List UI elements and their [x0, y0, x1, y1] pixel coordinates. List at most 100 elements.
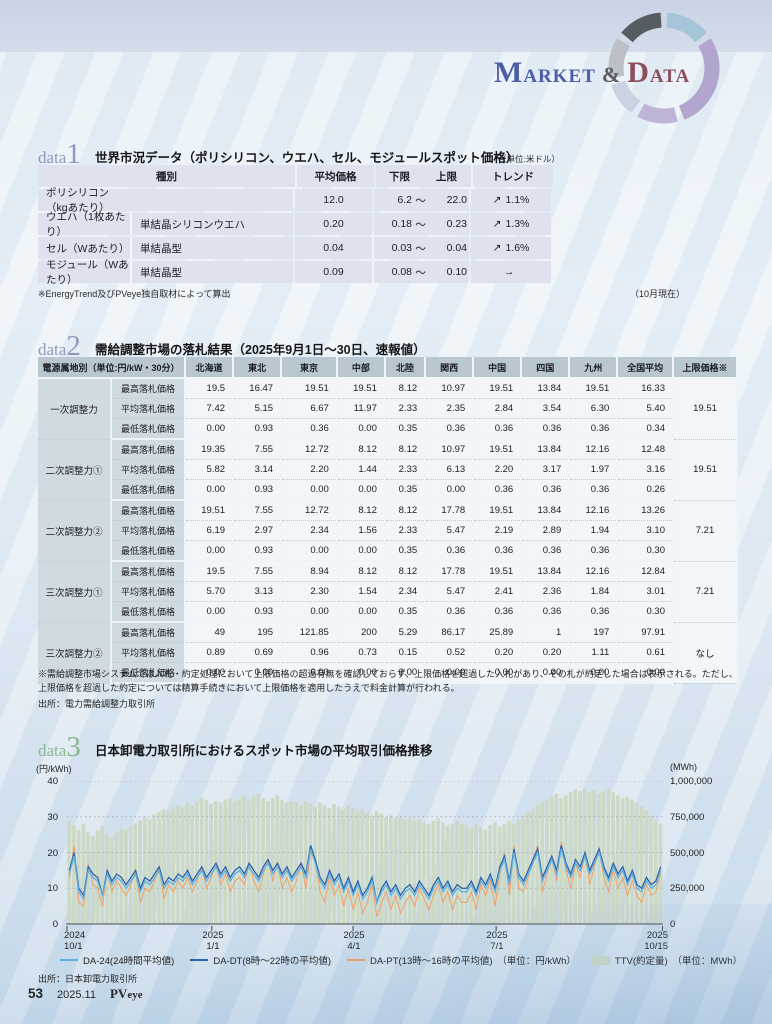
row-group-label: 二次調整力② — [38, 500, 112, 562]
spot-price-chart — [66, 780, 666, 933]
row-avg: 12.0 — [295, 189, 372, 211]
data2-footnote: ※需給調整市場システムでは入札・約定処理において上限価格の超過有無を確認しておら… — [38, 669, 738, 693]
col-header-region: 中部 — [336, 357, 386, 379]
price-value: 13.84 — [521, 439, 571, 460]
row-group-label: 三次調整力① — [38, 561, 112, 623]
price-value: 195 — [233, 622, 283, 643]
price-value: 8.94 — [281, 561, 338, 582]
data1-label: data1 — [38, 138, 81, 170]
price-value: 0.36 — [281, 418, 338, 440]
price-value: 1.54 — [336, 581, 386, 602]
price-value: 0.00 — [185, 418, 235, 440]
price-value: 0.00 — [521, 662, 571, 684]
row-group-label: 三次調整力② — [38, 622, 112, 684]
col-header-source: 電源属地別（単位:円/kW・30分） — [38, 357, 186, 379]
upper-limit-value: 7.21 — [673, 500, 738, 562]
price-value: 7.55 — [233, 500, 283, 521]
price-value: 0.36 — [473, 540, 523, 562]
table-row: 三次調整力① 最高落札価格 19.5 7.55 8.94 8.12 8.12 17.78 19.… — [38, 561, 738, 623]
price-value: 2.33 — [384, 459, 427, 480]
x-label-2025-7-1: 2025 7/1 — [486, 930, 508, 952]
price-value: 7.42 — [185, 398, 235, 419]
row-sub-label: 最高落札価格 — [111, 439, 186, 460]
table-row: 平均落札価格 5.70 3.13 2.30 1.54 2.34 5.47 2.41 2.36 1.… — [38, 581, 737, 602]
col-header-avg: 平均価格 — [297, 165, 374, 187]
price-value: 200 — [336, 622, 386, 643]
y-tick-right-250000: 250,000 — [670, 883, 705, 894]
price-value: 0.93 — [233, 540, 283, 562]
table-row: 一次調整力 最高落札価格 19.5 16.47 19.51 19.51 8.12 10.97 1… — [38, 378, 738, 440]
upper-limit-value: 7.21 — [673, 561, 738, 623]
upper-limit-value: 19.51 — [673, 439, 738, 501]
row-avg: 0.20 — [295, 213, 372, 235]
price-value: 19.51 — [569, 378, 619, 399]
table-row: 平均落札価格 7.42 5.15 6.67 11.97 2.33 2.35 2.84 3.54 6… — [38, 398, 737, 419]
trend-up-icon: ↗ — [492, 194, 502, 206]
price-value: 5.47 — [425, 520, 475, 541]
da-dt-line — [68, 845, 662, 906]
table-row: 平均落札価格 0.89 0.69 0.96 0.73 0.15 0.52 0.20 0.20 1.… — [38, 642, 737, 663]
legend-item-dapt: DA-PT(13時～16時の平均値) （単位：円/kWh） — [347, 953, 576, 967]
page-number: 53 — [28, 986, 44, 1001]
row-group-label: 一次調整力 — [38, 378, 112, 440]
trend-flat-icon: → — [503, 266, 515, 278]
price-value: 1.84 — [569, 581, 619, 602]
row-sub-label: 最高落札価格 — [111, 500, 186, 521]
price-value: 10.97 — [425, 378, 475, 399]
table-row: 最低落札価格 0.00 0.93 0.00 0.00 0.35 0.36 0.36 0.36 0.… — [38, 540, 737, 562]
price-value: 19.5 — [185, 378, 235, 399]
price-value: 6.30 — [569, 398, 619, 419]
price-value: 0.93 — [233, 601, 283, 623]
price-value: 0.96 — [281, 642, 338, 663]
price-value: 0.00 — [336, 479, 386, 501]
table-row: 平均落札価格 6.19 2.97 2.34 1.56 2.33 5.47 2.19 2.89 1.… — [38, 520, 737, 541]
price-value: 0.00 — [185, 601, 235, 623]
price-value: 19.51 — [473, 378, 523, 399]
price-value: 1.44 — [336, 459, 386, 480]
price-value: 0.35 — [384, 540, 427, 562]
dapt-line-swatch — [347, 958, 366, 962]
price-value: 0.00 — [336, 601, 386, 623]
y-tick-right-1000000: 1,000,000 — [670, 776, 713, 787]
row-sub-label: 平均落札価格 — [111, 581, 186, 602]
price-value: 13.84 — [521, 378, 571, 399]
row-group-label: 二次調整力① — [38, 439, 112, 501]
price-value: 13.84 — [521, 500, 571, 521]
table-row: 最低落札価格 0.00 0.93 0.00 0.00 0.35 0.00 0.36 0.36 0.… — [38, 479, 737, 501]
row-range: 6.2 ～ 22.0 — [374, 189, 469, 211]
legend-item-dadt: DA-DT(8時～22時の平均値) — [190, 953, 331, 967]
price-value: 0.61 — [617, 642, 674, 663]
price-value: 0.36 — [521, 418, 571, 440]
row-trend: ↗ 1.3% — [471, 213, 551, 235]
price-value: 12.72 — [281, 439, 338, 460]
market-and-data-logo: MARKET & DATA — [494, 6, 764, 128]
row-range: 0.03 ～ 0.04 — [374, 237, 469, 259]
y-tick-40: 40 — [47, 776, 58, 787]
row-sub-label: 平均落札価格 — [111, 459, 186, 480]
price-value: 0.36 — [425, 540, 475, 562]
data1-footnote: ※EnergyTrend及びPVeye独自取材によって算出 — [38, 289, 231, 299]
data3-label: data3 — [38, 731, 81, 763]
price-value: 5.82 — [185, 459, 235, 480]
ttv-bars — [67, 788, 663, 925]
price-value: 19.51 — [473, 500, 523, 521]
row-trend: → — [471, 261, 551, 283]
price-value: 2.34 — [384, 581, 427, 602]
table-row-cell: セル（Wあたり） 単結晶型 0.04 0.03 ～ 0.04 ↗ 1.6% — [38, 237, 553, 259]
price-value: 0.93 — [233, 479, 283, 501]
price-value: 3.17 — [521, 459, 571, 480]
price-value: 2.30 — [281, 581, 338, 602]
price-value: 97.91 — [617, 622, 674, 643]
price-value: 19.51 — [185, 500, 235, 521]
price-value: 0.73 — [336, 642, 386, 663]
price-value: 0.00 — [425, 662, 475, 684]
y-tick-right-750000: 750,000 — [670, 812, 705, 823]
price-value: 5.40 — [617, 398, 674, 419]
price-value: 0.36 — [473, 479, 523, 501]
price-value: 2.35 — [425, 398, 475, 419]
y-tick-20: 20 — [47, 848, 58, 859]
price-value: 0.20 — [473, 642, 523, 663]
price-value: 5.70 — [185, 581, 235, 602]
price-value: 121.85 — [281, 622, 338, 643]
price-value: 49 — [185, 622, 235, 643]
